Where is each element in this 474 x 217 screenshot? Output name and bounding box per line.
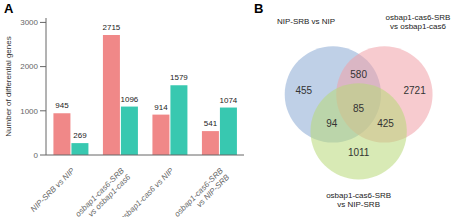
svg-text:1074: 1074	[220, 96, 238, 105]
svg-text:0: 0	[34, 151, 39, 160]
svg-text:914: 914	[154, 103, 168, 112]
svg-text:osbap1-cas6-SRBvs osbap1-cas6: osbap1-cas6-SRBvs osbap1-cas6	[386, 13, 451, 31]
svg-text:2715: 2715	[103, 23, 121, 32]
svg-text:1011: 1011	[348, 147, 370, 158]
svg-text:945: 945	[55, 101, 69, 110]
svg-text:osbap1-cas6-SRBvs osbap1-cas6: osbap1-cas6-SRBvs osbap1-cas6	[74, 166, 133, 217]
html-text:A: A	[4, 1, 14, 16]
svg-text:541: 541	[204, 119, 218, 128]
svg-text:1096: 1096	[121, 95, 139, 104]
svg-text:3000: 3000	[20, 18, 38, 27]
svg-text:NIP-SRB vs NIP: NIP-SRB vs NIP	[277, 17, 335, 26]
svg-text:94: 94	[326, 118, 338, 129]
svg-text:2721: 2721	[404, 85, 427, 96]
svg-text:osbap1-cas6 vs NIP: osbap1-cas6 vs NIP	[118, 166, 175, 217]
svg-text:455: 455	[295, 85, 312, 96]
svg-text:NIP-SRB vs NIP: NIP-SRB vs NIP	[29, 166, 77, 214]
svg-text:1000: 1000	[20, 107, 38, 116]
svg-text:1579: 1579	[170, 73, 188, 82]
svg-text:425: 425	[377, 118, 394, 129]
svg-text:2000: 2000	[20, 62, 38, 71]
svg-text:osbap1-cas6-SRBvs NIP-SRB: osbap1-cas6-SRBvs NIP-SRB	[326, 191, 391, 209]
svg-text:580: 580	[350, 69, 367, 80]
svg-text:269: 269	[73, 131, 87, 140]
svg-text:85: 85	[353, 103, 365, 114]
svg-text:osbap1-cas6-SRBvs NIP-SRB: osbap1-cas6-SRBvs NIP-SRB	[173, 166, 232, 217]
svg-text:Number of differential genes: Number of differential genes	[8, 36, 13, 136]
html-text:B: B	[254, 1, 264, 16]
